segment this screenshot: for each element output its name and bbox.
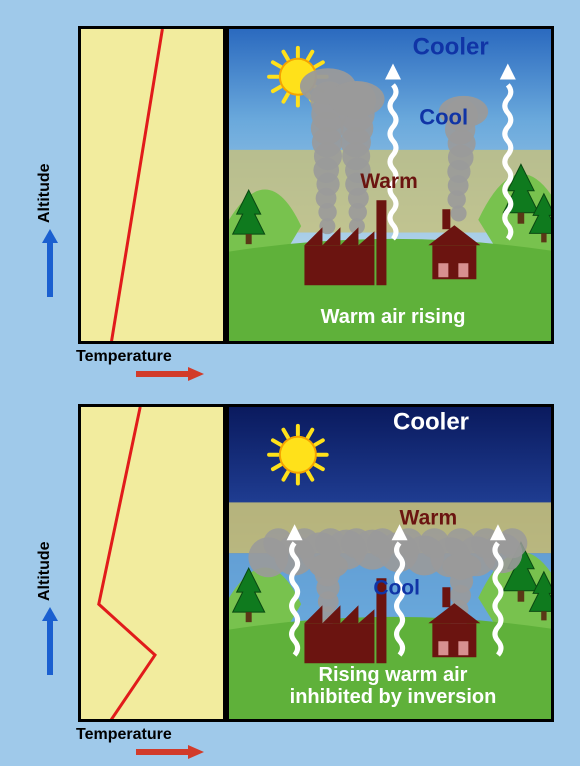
svg-text:Rising warm air: Rising warm air [319,664,468,686]
svg-text:Warm: Warm [400,507,458,530]
svg-text:Warm: Warm [360,170,418,193]
p1-altitude-label: Altitude [36,164,54,224]
svg-text:Cool: Cool [373,577,420,600]
p1-chart [78,26,226,344]
svg-text:Cooler: Cooler [393,408,469,435]
svg-text:inhibited by inversion: inhibited by inversion [290,686,497,708]
p2-altitude-label: Altitude [36,542,54,602]
p2-chart [78,404,226,722]
svg-text:Cool: Cool [419,104,468,129]
svg-text:Warm air rising: Warm air rising [321,306,466,328]
diagram-container: CoolerCoolWarmWarm air rising Altitude T… [0,0,580,766]
p2-scene: Cooler Warm Cool Rising warm airinhibited b… [226,404,554,722]
p2-temperature-arrow [134,742,204,762]
p2-altitude-arrow [40,607,60,677]
p1-altitude-arrow [40,229,60,299]
p1-scene: Cooler Cool Warm Warm air rising [226,26,554,344]
svg-text:Cooler: Cooler [413,33,489,60]
p1-temperature-arrow [134,364,204,384]
